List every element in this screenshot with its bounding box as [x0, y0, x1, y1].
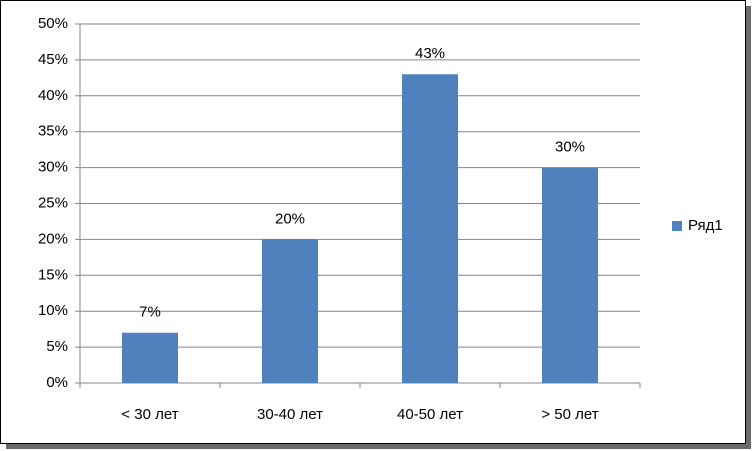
- y-tick-label: 30%: [38, 159, 68, 176]
- value-label: 30%: [555, 139, 585, 156]
- x-tick-label: 40-50 лет: [397, 406, 463, 423]
- bar: [262, 239, 318, 383]
- bar: [542, 167, 598, 383]
- bar: [402, 74, 458, 383]
- y-tick-label: 45%: [38, 51, 68, 68]
- y-tick-label: 15%: [38, 266, 68, 283]
- value-label: 7%: [139, 304, 161, 321]
- y-tick-label: 50%: [38, 15, 68, 32]
- y-tick-label: 5%: [46, 338, 68, 355]
- y-tick-label: 25%: [38, 194, 68, 211]
- x-tick-label: 30-40 лет: [257, 406, 323, 423]
- legend-swatch: [672, 221, 682, 231]
- x-tick-label: < 30 лет: [121, 406, 178, 423]
- x-tick-label: > 50 лет: [541, 406, 598, 423]
- bar: [122, 332, 178, 383]
- y-tick-label: 0%: [46, 374, 68, 391]
- y-tick-label: 40%: [38, 87, 68, 104]
- y-tick-label: 35%: [38, 123, 68, 140]
- legend-label: Ряд1: [688, 217, 723, 234]
- value-label: 20%: [275, 210, 305, 227]
- y-tick-label: 10%: [38, 302, 68, 319]
- frame: [0, 0, 746, 444]
- value-label: 43%: [415, 45, 445, 62]
- y-tick-label: 20%: [38, 230, 68, 247]
